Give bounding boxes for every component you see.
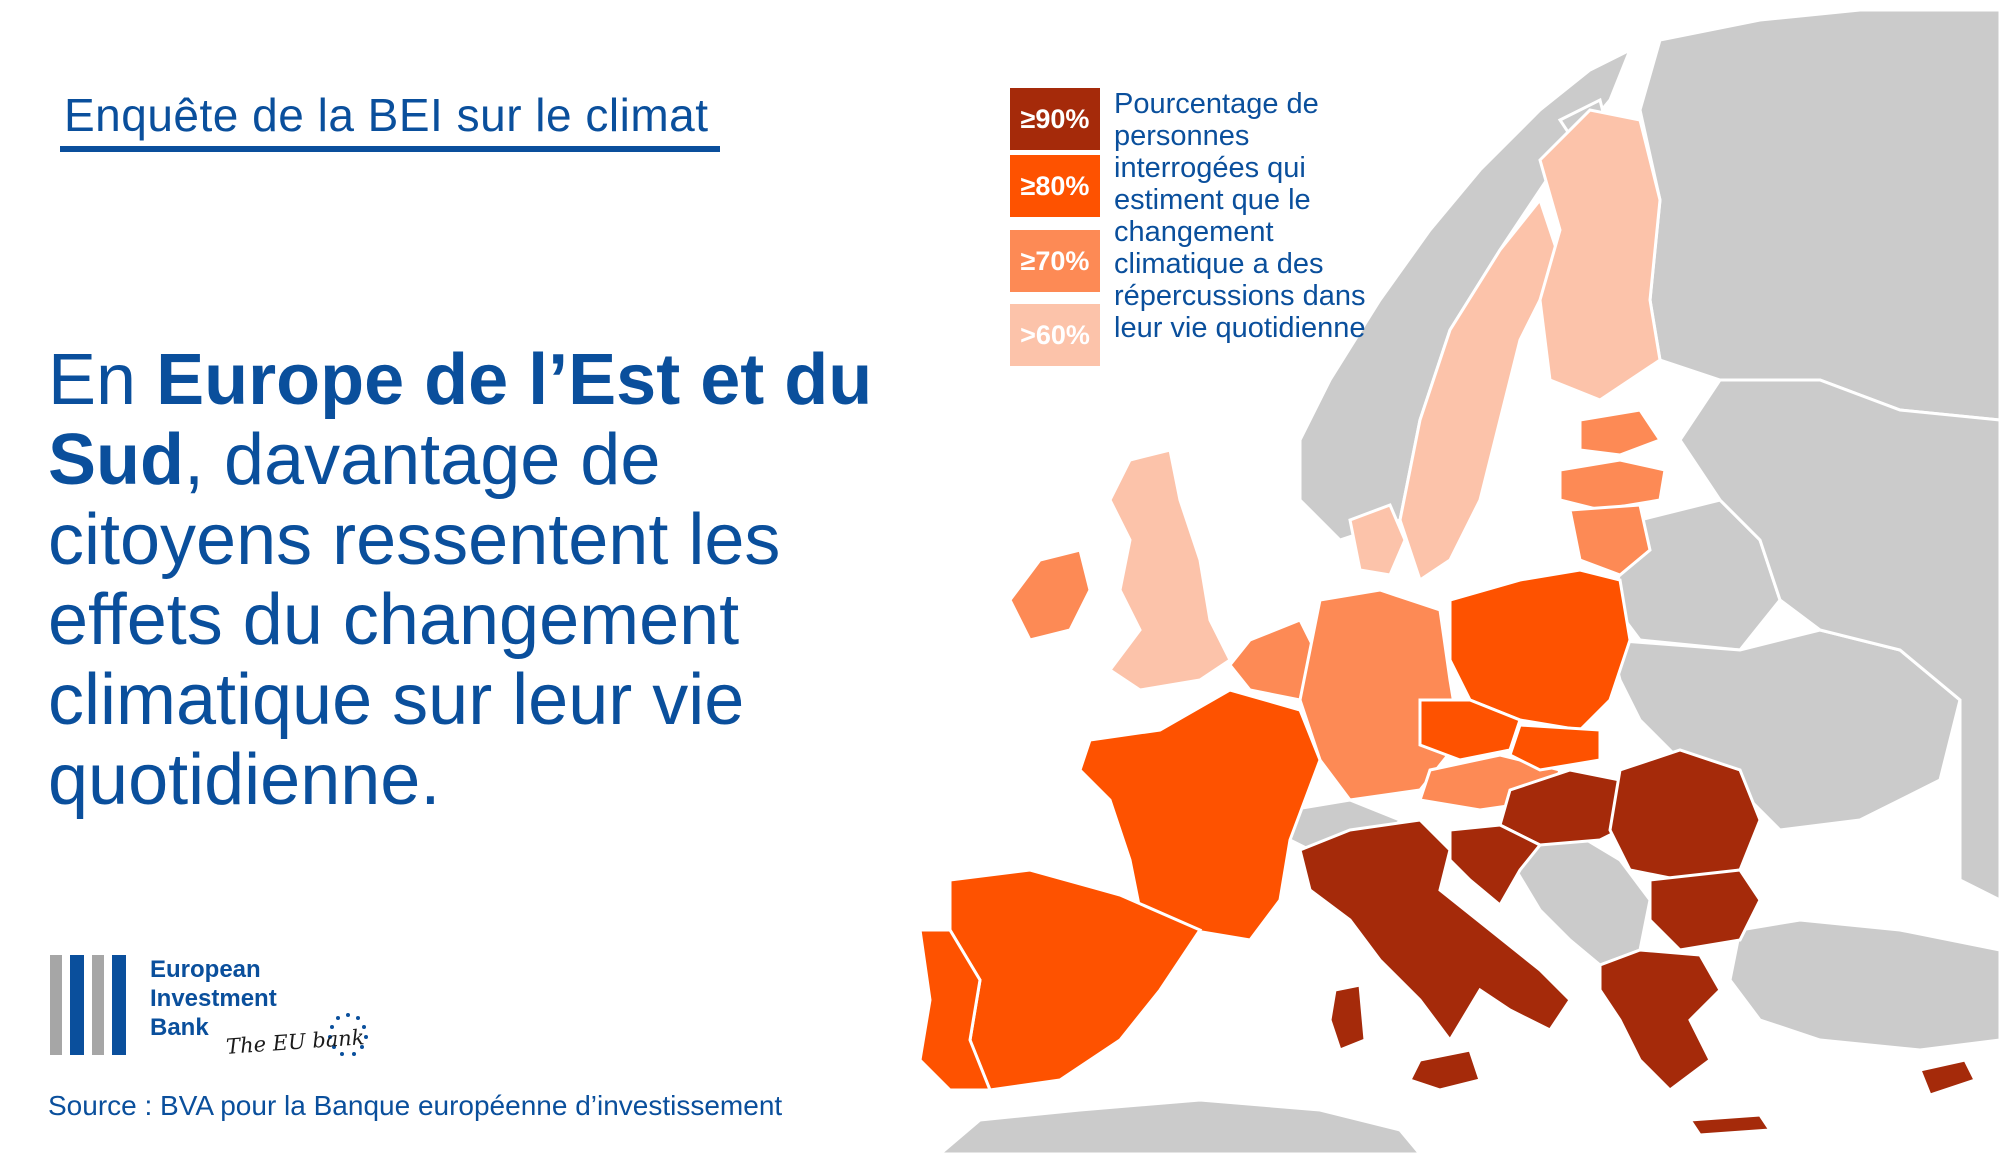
survey-title: Enquête de la BEI sur le climat [64,89,709,141]
map-region-germany [1298,588,1462,802]
map-region-sardinia [1328,983,1367,1052]
logo-text: European Investment Bank [150,955,277,1042]
map-region-uk [1107,448,1232,692]
title-underline [60,146,720,152]
headline-part2: , davantage de citoyens ressentent les e… [48,420,781,820]
map-region-czechia [1418,698,1522,762]
map-region-portugal [918,928,993,1092]
survey-regions [918,108,1978,1137]
logo-bar-4 [112,955,126,1055]
headline: En Europe de l’Est et du Sud, davantage … [48,340,928,820]
map-region-north-africa [937,1098,1422,1154]
logo-bar-1 [50,955,62,1055]
map-region-cyprus [1917,1058,1978,1097]
map-region-france [1078,688,1322,942]
eu-stars-icon [328,1013,368,1056]
map-region-latvia [1558,458,1667,512]
legend-swatch-70: ≥70% [1010,230,1100,292]
logo-bar-2 [70,955,84,1055]
legend-swatch-60: >60% [1010,304,1100,366]
logo-line-bank: Bank [150,1014,209,1041]
map-region-romania [1608,748,1762,882]
legend-description: Pourcentage de personnes interrogées qui… [1114,88,1366,344]
logo-line-investment: Investment [150,985,277,1012]
logo-line-european: European [150,956,261,983]
logo-bar-3 [92,955,104,1055]
legend-swatch-80: ≥80% [1010,155,1100,217]
map-region-slovakia [1508,723,1602,772]
eib-logo [50,955,368,1056]
headline-part1: En [48,340,157,420]
map-region-greece [1598,948,1722,1092]
map-region-slovenia-croatia [1448,823,1543,908]
source-note: Source : BVA pour la Banque européenne d… [48,1090,783,1121]
map-region-ireland [1008,548,1092,642]
map-region-italy [1298,818,1572,1043]
map-region-bulgaria [1648,868,1762,952]
map-region-lithuania [1568,503,1652,577]
map-region-poland [1448,568,1632,732]
map-region-denmark [1348,503,1407,577]
headline-bold: Europe de l’Est et du Sud [48,340,873,500]
map-region-crete [1687,1113,1773,1137]
map-region-turkey [1728,918,2000,1052]
map-region-sicily [1407,1048,1482,1092]
map-region-russia-north [1638,8,2000,422]
map-region-finland [1538,108,1662,402]
map-region-estonia [1578,408,1663,457]
map-region-russia-east [1678,378,2000,902]
legend-swatch-90: ≥90% [1010,88,1100,150]
